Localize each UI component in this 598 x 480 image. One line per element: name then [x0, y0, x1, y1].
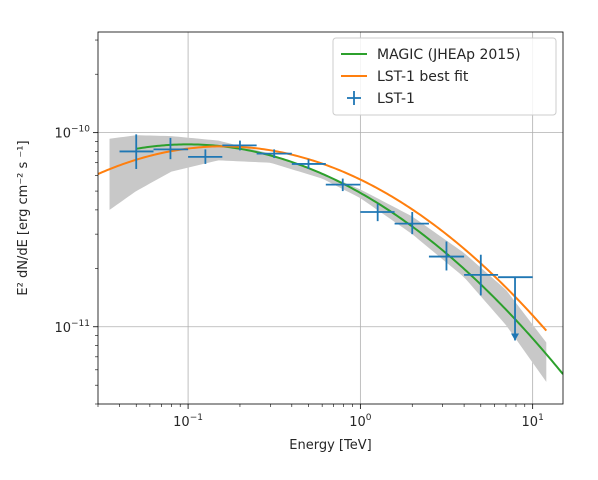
legend: MAGIC (JHEAp 2015) LST-1 best fit LST-1 — [332, 37, 557, 116]
plot-frame — [97, 31, 564, 405]
legend-label: LST-1 best fit — [377, 69, 469, 85]
legend-entry: MAGIC (JHEAp 2015) — [341, 47, 521, 63]
lst1-data-point — [464, 254, 499, 296]
legend-entry: LST-1 best fit — [341, 69, 469, 85]
legend-entry: LST-1 — [347, 91, 415, 107]
lst1-data-point — [256, 149, 292, 159]
legend-label: LST-1 — [377, 91, 415, 107]
lst1-data-point — [394, 212, 429, 235]
lst1-data-point — [428, 241, 465, 271]
x-tick-label: 101 — [522, 413, 544, 430]
legend-box — [332, 37, 557, 116]
lst1-data-point — [119, 134, 154, 169]
x-axis-label: Energy [TeV] — [289, 438, 371, 453]
legend-label: MAGIC (JHEAp 2015) — [377, 47, 521, 63]
x-tick-label: 10−1 — [173, 413, 203, 430]
lst1-confidence-band — [109, 135, 547, 382]
lst1-data-point — [222, 140, 257, 151]
lst1-data-point — [291, 159, 326, 169]
y-tick-label: 10−11 — [54, 319, 90, 336]
x-tick-label: 100 — [349, 413, 372, 430]
y-tick-label: 10−10 — [54, 125, 90, 142]
lst1-data-point — [325, 178, 361, 192]
lst1-data-point — [188, 149, 223, 164]
lst1-data-point — [360, 203, 395, 222]
magic-curve — [136, 143, 563, 375]
y-axis-label: E² dN/dE [erg cm⁻² s ⁻¹] — [16, 140, 31, 295]
lst1-data-point — [498, 276, 533, 341]
lst1-data-point — [153, 137, 189, 160]
